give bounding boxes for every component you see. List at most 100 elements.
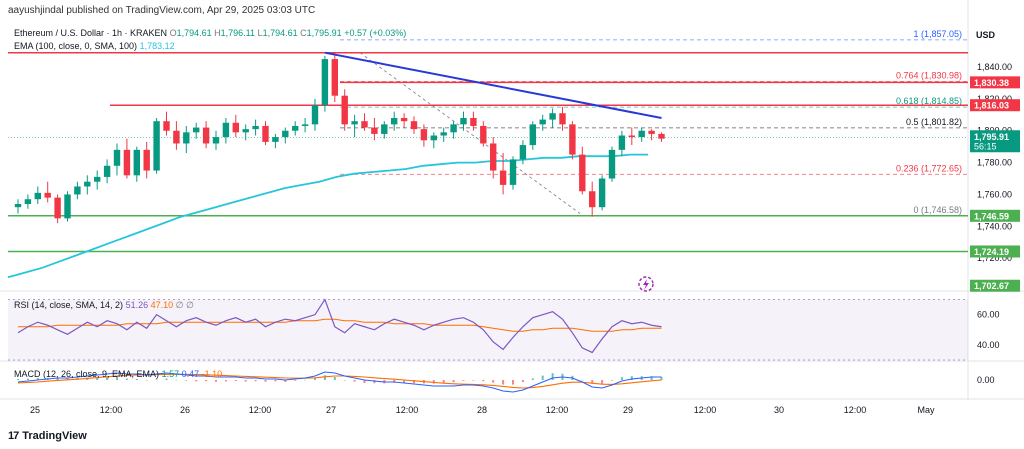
price-tick-3: 1,780.00	[977, 158, 1012, 168]
macd-hist-bar-45	[462, 380, 465, 381]
macd-hist-bar-35	[363, 380, 366, 383]
symbol-label[interactable]: Ethereum / U.S. Dollar · 1h · KRAKEN	[14, 28, 168, 38]
candle-body-48	[490, 143, 497, 171]
macd-hist-bar-61	[620, 377, 623, 380]
candle-body-61	[618, 135, 626, 150]
candle-body-47	[480, 125, 487, 144]
candle-body-45	[460, 118, 467, 125]
fib-label-1: 0.764 (1,830.98)	[896, 70, 962, 80]
candle-body-59	[598, 178, 606, 208]
current-price-tag: 1,795.91	[974, 132, 1009, 142]
rsi-tick-0: 60.00	[977, 310, 1000, 320]
macd-hist-bar-22	[234, 380, 237, 381]
candle-body-32	[331, 59, 338, 96]
macd-hist-bar-58	[591, 380, 594, 384]
macd-line	[17, 371, 662, 393]
fib-label-2: 0.618 (1,814.85)	[896, 96, 962, 106]
macd-hist-bar-47	[482, 380, 485, 382]
candle-body-57	[579, 154, 586, 192]
candle-body-41	[420, 129, 428, 141]
macd-hist-bar-36	[373, 380, 376, 384]
macd-hist-bar-44	[452, 380, 455, 383]
candle-body-56	[569, 124, 576, 155]
candle-body-28	[292, 125, 299, 131]
macd-hist-bar-5	[66, 378, 69, 380]
macd-hist-bar-29	[304, 379, 307, 381]
rsi-upper-band-value: ∅	[175, 300, 184, 310]
macd-label[interactable]: MACD (12, 26, close, 9, EMA, EMA)	[14, 369, 160, 379]
price-tick-0: 1,840.00	[977, 62, 1012, 72]
macd-hist-value: 1.57	[161, 369, 180, 379]
candle-body-21	[222, 122, 230, 138]
macd-hist-bar-24	[254, 380, 257, 382]
candle-body-52	[529, 124, 536, 146]
candle-body-65	[658, 133, 665, 139]
fib-label-3: 0.5 (1,801.82)	[906, 117, 962, 127]
macd-hist-bar-17	[185, 380, 188, 381]
currency-label[interactable]: USD	[976, 30, 996, 40]
macd-tick-0: 0.00	[977, 375, 995, 385]
high-value: 1,796.11	[220, 28, 256, 38]
candle-body-37	[381, 124, 388, 134]
change-value: +0.57 (+0.03%)	[344, 28, 407, 38]
time-tick-10: 30	[774, 405, 784, 415]
axis-tag-1816: 1,816.03	[974, 101, 1009, 111]
close-label: C	[300, 28, 307, 38]
candle-body-53	[539, 119, 546, 125]
close-value: 1,795.91	[306, 28, 342, 38]
candle-body-26	[272, 137, 279, 142]
macd-line-value: 0.47	[181, 369, 200, 379]
time-tick-12: May	[917, 405, 935, 415]
macd-hist-bar-14	[155, 379, 158, 380]
macd-hist-bar-21	[224, 380, 227, 382]
ema-line	[7, 153, 648, 279]
candle-body-39	[400, 118, 408, 122]
rsi-band	[8, 299, 968, 360]
low-value: 1,794.61	[262, 28, 298, 38]
open-value: 1,794.61	[176, 28, 212, 38]
macd-hist-bar-30	[314, 378, 316, 380]
time-tick-3: 12:00	[249, 405, 272, 415]
rsi-tick-1: 40.00	[977, 340, 1000, 350]
macd-hist-bar-15	[165, 378, 168, 380]
candle-body-5	[64, 194, 71, 219]
rsi-line	[17, 298, 662, 354]
macd-hist-bar-32	[333, 377, 336, 380]
time-tick-11: 12:00	[844, 405, 867, 415]
candle-body-13	[143, 149, 150, 171]
rsi-label[interactable]: RSI (14, close, SMA, 14, 2)	[14, 300, 124, 310]
candle-body-4	[54, 197, 61, 219]
candle-body-18	[193, 127, 200, 133]
candle-body-11	[123, 149, 131, 176]
ema-value: 1,783.12	[139, 41, 175, 51]
macd-hist-bar-65	[660, 377, 663, 380]
macd-hist-bar-0	[17, 379, 19, 380]
fib-label-0: 1 (1,857.05)	[913, 29, 962, 39]
macd-hist-bar-38	[393, 380, 396, 383]
rsi-sma-value: 47.10	[150, 300, 174, 310]
price-tick-4: 1,760.00	[977, 189, 1012, 199]
tradingview-logo[interactable]: 17 TradingView	[8, 430, 87, 442]
current-price-tag-bg	[970, 130, 1020, 153]
time-tick-9: 12:00	[694, 405, 717, 415]
candle-body-3	[44, 192, 51, 198]
candle-body-9	[103, 165, 111, 177]
ema-label[interactable]: EMA (100, close, 0, SMA, 100)	[14, 41, 138, 51]
macd-hist-bar-27	[284, 380, 287, 382]
open-label: O	[169, 28, 177, 38]
fib-label-5: 0 (1,746.58)	[913, 205, 962, 215]
candle-body-36	[371, 127, 378, 134]
macd-signal-line	[17, 373, 662, 389]
time-tick-8: 29	[623, 405, 633, 415]
macd-hist-bar-57	[581, 379, 584, 381]
candle-body-24	[252, 125, 259, 130]
flash-icon	[638, 276, 654, 292]
candle-body-25	[262, 125, 269, 142]
macd-hist-bar-16	[175, 379, 178, 381]
axis-tag-1702: 1,702.67	[974, 281, 1009, 291]
macd-hist-bar-51	[521, 380, 524, 382]
time-tick-0: 25	[30, 405, 40, 415]
macd-hist-bar-62	[630, 376, 633, 380]
high-label: H	[214, 28, 221, 38]
